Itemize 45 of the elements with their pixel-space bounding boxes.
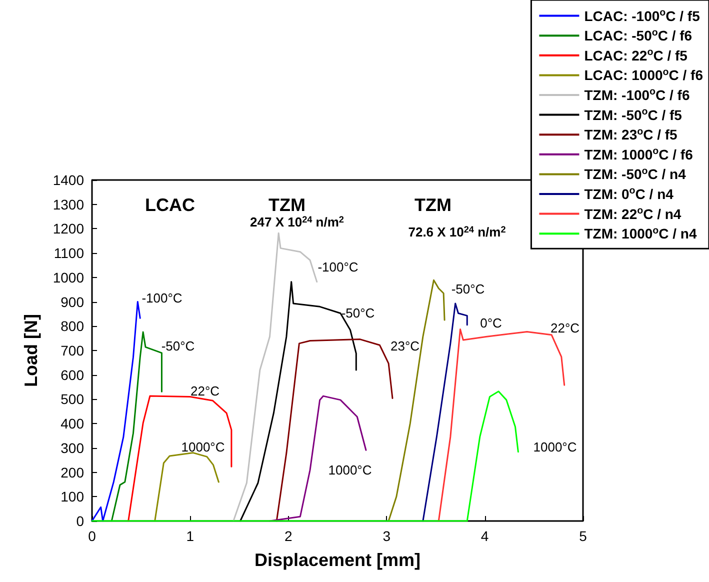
y-tick-label: 1400	[52, 172, 84, 188]
annotation: TZM	[414, 195, 452, 215]
line-series	[110, 331, 162, 522]
annotation: 23°C	[390, 338, 420, 354]
annotation: 22°C	[550, 320, 580, 336]
y-tick-label: 1300	[52, 196, 84, 212]
x-tick-label: 1	[186, 528, 194, 544]
x-tick-label: 4	[480, 528, 489, 544]
y-tick-label: 1200	[52, 220, 84, 237]
annotation: -50°C	[451, 282, 485, 296]
y-tick-label: 600	[60, 366, 84, 383]
y-tick-label: 300	[60, 440, 84, 456]
line-series	[128, 395, 232, 522]
x-tick-label: 0	[88, 528, 96, 544]
annotation: -100°C	[318, 260, 358, 274]
annotation: -50°C	[341, 306, 375, 320]
annotation: TZM	[268, 195, 306, 215]
line-series	[422, 302, 468, 522]
line-series	[232, 232, 318, 522]
y-tick-label: 700	[60, 342, 84, 358]
line-series	[154, 452, 220, 522]
line-series	[91, 301, 141, 522]
y-tick-label: 800	[60, 318, 84, 334]
y-tick-label: 900	[60, 294, 84, 310]
y-tick-label: 200	[60, 464, 84, 480]
y-tick-label: 0	[76, 513, 84, 529]
x-tick-label: 5	[579, 528, 588, 544]
x-tick-label: 2	[284, 528, 292, 544]
y-tick-label: 500	[60, 391, 84, 408]
y-tick-label: 100	[60, 488, 84, 505]
annotation: 22°C	[190, 384, 220, 398]
x-tick-label: 3	[382, 528, 391, 544]
line-series	[388, 279, 446, 522]
annotation: 1000°C	[181, 440, 225, 454]
annotation: LCAC	[145, 195, 195, 215]
annotation: -100°C	[142, 290, 182, 306]
annotation: 1000°C	[328, 462, 372, 478]
y-axis-title: Load [N]	[21, 314, 41, 387]
y-tick-label: 1000	[52, 269, 84, 286]
x-axis-title: Displacement [mm]	[254, 550, 421, 570]
y-tick-label: 1100	[54, 245, 84, 262]
y-tick-label: 400	[60, 416, 84, 432]
annotation: 1000°C	[533, 440, 577, 454]
annotation: -50°C	[161, 338, 195, 354]
annotation: 0°C	[480, 316, 502, 330]
